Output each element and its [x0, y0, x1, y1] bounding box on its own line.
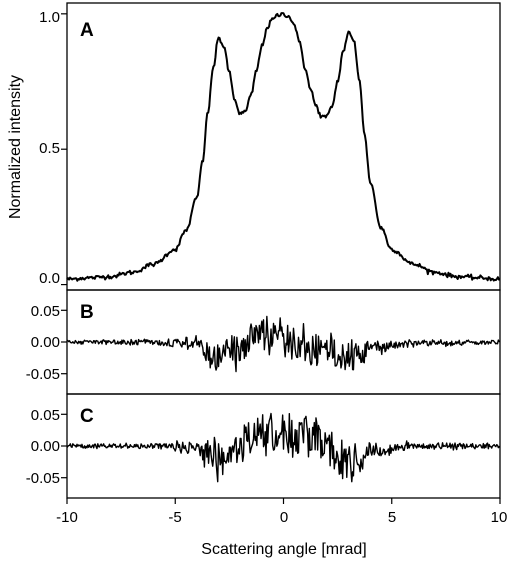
y-tick-label-b-zero: 0.00	[31, 334, 60, 351]
x-tick-label-m10: -10	[56, 509, 78, 526]
y-tick-label-c-neg: -0.05	[26, 470, 60, 487]
x-axis-title: Scattering angle [mrad]	[201, 541, 366, 558]
x-tick-label-10: 10	[491, 509, 508, 526]
y-tick-label-a-0: 0.0	[39, 270, 60, 287]
y-tick-label-c-zero: 0.00	[31, 438, 60, 455]
panel-a-intensity-line	[66, 12, 501, 282]
y-tick-label-b-pos: 0.05	[31, 303, 60, 320]
x-tick-label-5: 5	[388, 509, 396, 526]
y-tick-label-c-pos: 0.05	[31, 407, 60, 424]
panel-b-residual-line	[66, 315, 501, 373]
y-tick-label-b-neg: -0.05	[26, 366, 60, 383]
panel-c-label: C	[80, 406, 94, 427]
panel-b-label: B	[80, 302, 94, 323]
panel-a-label: A	[80, 20, 94, 41]
y-axis-title: Normalized intensity	[7, 75, 24, 219]
x-tick-label-0: 0	[280, 509, 288, 526]
x-tick-label-m5: -5	[168, 509, 181, 526]
y-tick-label-a-1: 1.0	[39, 9, 60, 26]
axis-ticks	[61, 13, 501, 504]
panel-a-frame	[66, 2, 501, 291]
y-tick-label-a-05: 0.5	[39, 140, 60, 157]
panel-c-residual-line	[66, 412, 501, 483]
